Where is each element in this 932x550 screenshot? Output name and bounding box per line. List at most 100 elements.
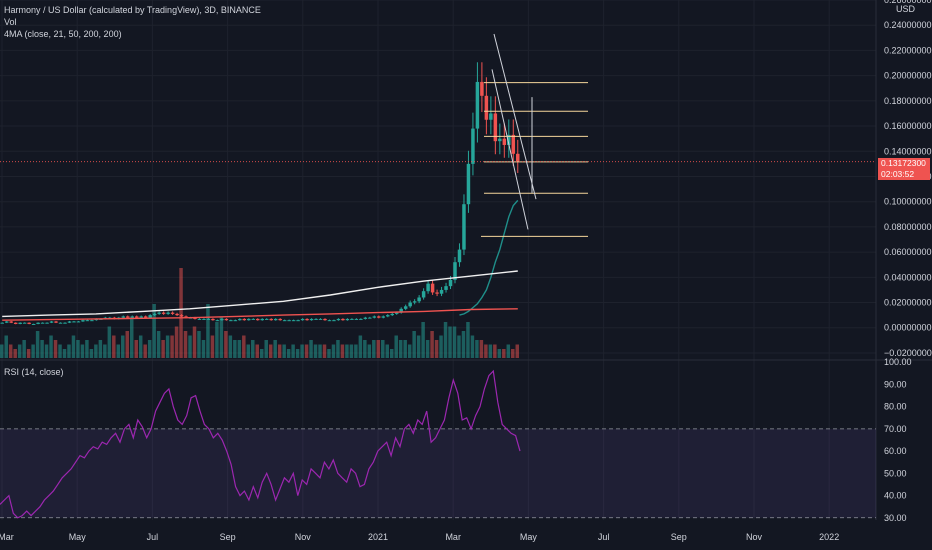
volume-bar: [367, 344, 372, 358]
candle-body: [247, 318, 251, 321]
volume-bar: [282, 344, 286, 358]
candle-body: [507, 134, 511, 145]
candle-body: [314, 318, 318, 320]
candle-body: [300, 318, 305, 321]
volume-bar: [260, 349, 264, 358]
candle-body: [220, 318, 224, 321]
volume-bar: [331, 344, 336, 358]
candle-body: [408, 302, 412, 307]
volume-bar: [188, 335, 192, 358]
candle-body: [412, 301, 417, 303]
y-tick-label: 0.16000000: [884, 121, 932, 131]
volume-bar: [35, 331, 40, 358]
candle-body: [251, 318, 256, 320]
candle-body: [363, 317, 368, 319]
volume-bar: [192, 326, 197, 358]
candle-body: [184, 316, 188, 318]
candle-body: [430, 283, 435, 293]
volume-bar: [58, 344, 62, 358]
candle-body: [139, 316, 143, 318]
volume-bar: [103, 344, 107, 358]
volume-bar: [394, 335, 398, 358]
candle-body: [202, 318, 206, 320]
volume-bar: [354, 344, 358, 358]
candle-body: [336, 318, 341, 321]
volume-bar: [466, 322, 470, 358]
candle-body: [18, 322, 22, 324]
x-tick-label: May: [69, 532, 87, 542]
candle-body: [273, 318, 278, 321]
rsi-y-tick-label: 60.00: [884, 446, 907, 456]
candle-body: [148, 315, 152, 318]
volume-bar: [511, 349, 515, 358]
candle-body: [152, 313, 157, 316]
candle-body: [354, 318, 359, 320]
volume-bar: [152, 304, 156, 358]
candle-body: [448, 279, 453, 287]
x-tick-label: Sep: [220, 532, 236, 542]
volume-bar: [130, 317, 134, 358]
candle-body: [76, 321, 81, 323]
rsi-legend: RSI (14, close): [4, 367, 64, 377]
candle-body: [211, 318, 215, 321]
volume-bar: [94, 344, 98, 358]
volume-bar: [201, 340, 206, 358]
candle-body: [143, 316, 148, 318]
candle-body: [170, 312, 175, 314]
volume-bar: [443, 322, 448, 358]
rsi-y-tick-label: 50.00: [884, 468, 907, 478]
candle-body: [233, 320, 238, 322]
volume-bar: [488, 344, 493, 358]
candle-body: [40, 322, 45, 324]
volume-bar: [112, 335, 116, 358]
moving-average-line: [2, 308, 518, 321]
candle-body: [372, 316, 377, 318]
candle-body: [63, 322, 67, 324]
candle-body: [462, 204, 466, 250]
volume-bar: [322, 344, 327, 358]
volume-bar: [390, 349, 394, 358]
candle-body: [439, 289, 444, 294]
y-tick-label: 0.04000000: [884, 272, 932, 282]
candle-body: [36, 322, 40, 324]
candle-body: [13, 322, 18, 324]
candle-body: [4, 321, 9, 323]
volume-bar: [8, 344, 13, 358]
candle-body: [386, 315, 390, 317]
candle-body: [466, 163, 471, 205]
volume-bar: [125, 331, 129, 358]
candle-body: [417, 297, 421, 302]
volume-bar: [457, 335, 461, 358]
rsi-y-tick-label: 40.00: [884, 491, 907, 501]
volume-bar: [237, 340, 242, 358]
volume-bar: [206, 304, 210, 358]
candle-body: [502, 138, 507, 145]
candle-body: [224, 318, 229, 321]
candle-body: [269, 318, 273, 321]
candle-body: [457, 249, 462, 263]
candle-body: [175, 313, 179, 316]
candle-body: [81, 320, 85, 322]
volume-bar: [358, 335, 363, 358]
volume-bar: [0, 344, 4, 358]
candle-body: [157, 312, 161, 314]
candle-body: [54, 321, 58, 323]
candle-body: [484, 95, 489, 120]
volume-bar: [71, 335, 76, 358]
candle-body: [242, 318, 247, 321]
candle-body: [309, 318, 314, 321]
y-tick-label: 0.08000000: [884, 222, 932, 232]
candle-body: [90, 320, 94, 322]
candle-body: [435, 292, 439, 294]
candle-body: [22, 322, 27, 324]
candle-body: [256, 318, 260, 321]
volume-bar: [349, 344, 354, 358]
x-tick-label: Nov: [295, 532, 312, 542]
volume-bar: [268, 344, 273, 358]
candle-body: [359, 318, 363, 320]
volume-bar: [179, 268, 183, 358]
candle-body: [296, 320, 300, 322]
candle-body: [215, 320, 220, 322]
volume-bar: [327, 349, 331, 358]
